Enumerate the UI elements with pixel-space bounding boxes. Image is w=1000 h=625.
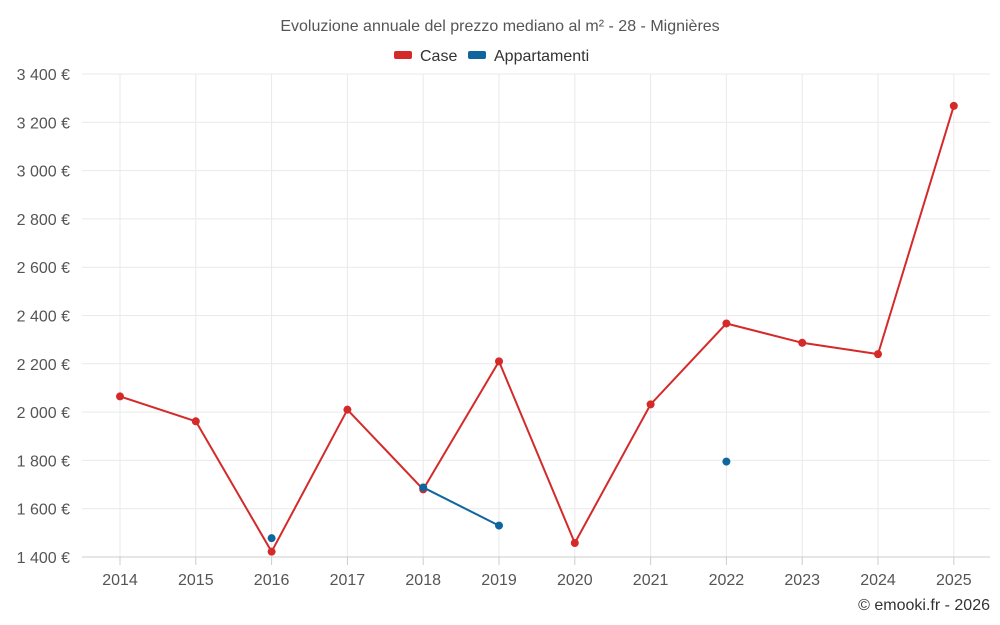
y-axis: 1 400 € 1 600 € 1 800 € 2 000 € 2 200 € 2 400… <box>17 67 70 567</box>
x-tick-label: 2024 <box>860 572 896 589</box>
legend-swatch <box>394 51 412 59</box>
series-line <box>119 104 955 553</box>
x-tick-label: 2020 <box>557 572 593 589</box>
series-appartamenti <box>267 457 731 543</box>
y-tick-label: 2 400 € <box>17 309 70 326</box>
data-point[interactable] <box>343 405 352 414</box>
chart-title: Evoluzione annuale del prezzo mediano al… <box>280 18 719 35</box>
data-point[interactable] <box>191 417 200 426</box>
data-point[interactable] <box>116 392 124 401</box>
x-tick-label: 2019 <box>481 572 517 589</box>
data-point[interactable] <box>267 547 276 556</box>
series-line <box>422 486 500 527</box>
y-tick-label: 3 200 € <box>17 115 70 132</box>
credit-text: © emooki.fr - 2026 <box>858 597 990 614</box>
data-point[interactable] <box>722 319 731 328</box>
x-tick-label: 2021 <box>633 572 669 589</box>
legend-item-appartamenti[interactable]: Appartamenti <box>468 48 589 65</box>
x-tick-label: 2014 <box>102 572 138 589</box>
data-point[interactable] <box>798 338 807 347</box>
series-case <box>116 101 958 556</box>
y-tick-label: 3 400 € <box>17 67 70 84</box>
legend-swatch <box>468 51 486 59</box>
y-tick-label: 1 600 € <box>17 502 70 519</box>
y-tick-label: 2 600 € <box>17 260 70 277</box>
grid <box>82 73 990 557</box>
data-point[interactable] <box>267 534 276 543</box>
y-tick-label: 2 200 € <box>17 357 70 374</box>
x-tick-label: 2017 <box>330 572 366 589</box>
x-tick-label: 2023 <box>784 572 820 589</box>
data-point[interactable] <box>570 538 579 547</box>
legend-item-case[interactable]: Case <box>394 48 457 65</box>
data-point[interactable] <box>646 400 655 409</box>
y-tick-label: 2 000 € <box>17 405 70 422</box>
x-tick-label: 2022 <box>709 572 745 589</box>
data-point[interactable] <box>722 457 731 466</box>
y-tick-label: 1 800 € <box>17 453 70 470</box>
data-point[interactable] <box>874 350 882 359</box>
data-point[interactable] <box>949 101 958 110</box>
y-tick-label: 1 400 € <box>17 550 70 567</box>
x-tick-label: 2025 <box>936 572 972 589</box>
data-point[interactable] <box>495 357 503 366</box>
legend-label: Appartamenti <box>494 48 589 65</box>
data-point[interactable] <box>495 521 503 530</box>
y-tick-label: 2 800 € <box>17 212 70 229</box>
y-tick-label: 3 000 € <box>17 164 70 181</box>
legend-label: Case <box>420 48 457 65</box>
plot-area <box>116 101 958 556</box>
x-axis: 2014 2015 2016 2017 2018 2019 2020 2021 2022 2023… <box>82 556 990 589</box>
legend[interactable]: Case Appartamenti <box>394 48 589 65</box>
x-tick-label: 2016 <box>254 572 290 589</box>
x-tick-label: 2018 <box>405 572 441 589</box>
data-point[interactable] <box>419 483 428 492</box>
x-tick-label: 2015 <box>178 572 214 589</box>
